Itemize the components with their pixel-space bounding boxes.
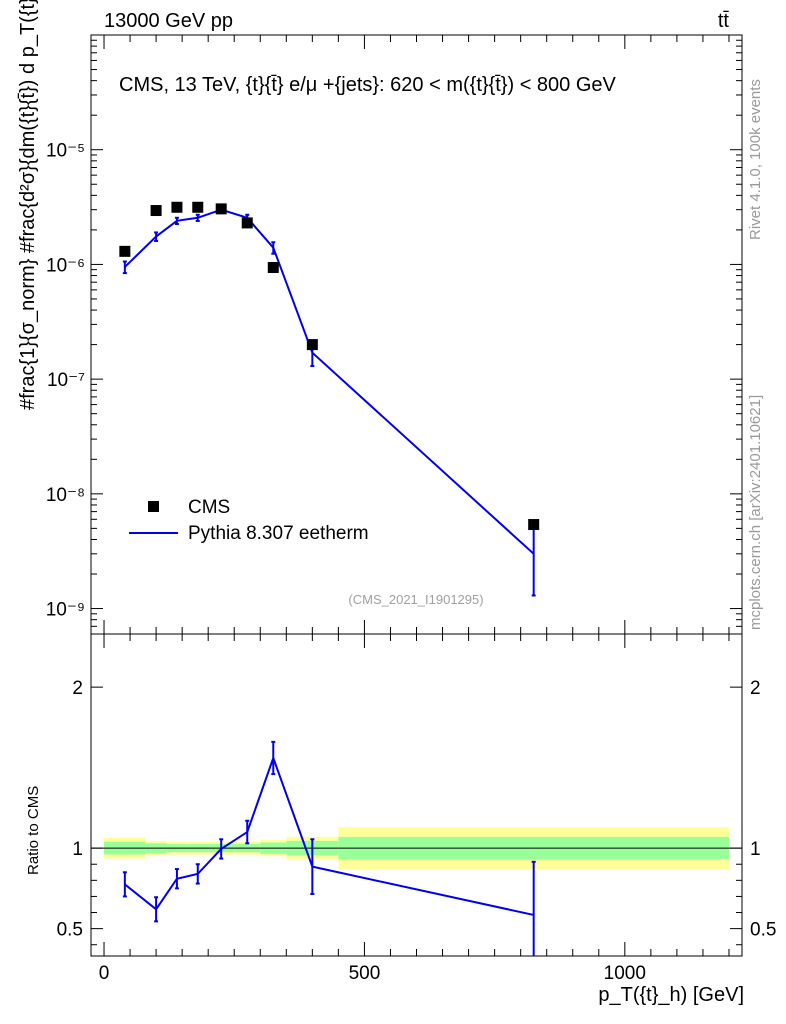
cms-data-point [215,203,227,215]
x-tick-label: 1000 [604,963,646,984]
lower-y-tick-label-right: 2 [750,678,761,699]
upper-y-tick-label: 10⁻⁸ [46,485,85,506]
lower-y-axis-label: Ratio to CMS [25,786,42,875]
lower-y-tick-label: 1 [72,839,83,860]
cms-data-point [306,339,318,351]
lower-y-tick-label: 0.5 [57,920,83,941]
legend-pythia-label: Pythia 8.307 eetherm [188,523,369,544]
cms-data-point [150,205,162,217]
cms-data-point [267,262,279,274]
legend-cms-marker [148,501,159,512]
x-tick-label: 500 [349,963,381,984]
legend-cms-label: CMS [188,497,230,518]
x-axis-label: p_T({t}_h) [GeV] [598,984,744,1006]
lower-panel: 0.5 0.5 1 1 2 2 0 500 1000 [57,633,776,984]
upper-y-tick-label: 10⁻⁷ [47,370,85,391]
x-tick-label: 0 [99,963,110,984]
process-label: tt̄ [718,10,730,32]
cms-data-point [528,519,540,531]
lower-y-tick-label: 2 [72,678,83,699]
rivet-version-label: Rivet 4.1.0, 100k events [747,79,764,240]
plot-title: CMS, 13 TeV, {t}{t̄} e/μ +{jets}: 620 < … [119,74,617,96]
upper-y-tick-label: 10⁻⁶ [46,255,85,276]
lower-y-tick-label-right: 1 [750,839,761,860]
upper-y-tick-label: 10⁻⁹ [46,600,85,621]
cms-data-point [171,201,183,213]
lower-frame [90,633,743,957]
lower-y-tick-label-right: 0.5 [750,920,776,941]
cms-data-point [241,217,253,229]
upper-y-axis-label: #frac{1}{σ_norm} #frac{d²σ}{dm({t}{t̄}) … [17,0,39,410]
pythia-line [124,208,535,555]
upper-panel: 10⁻⁹ 10⁻⁸ 10⁻⁷ 10⁻⁶ 10⁻⁵ CMS Pythia 8.307 eeth… [46,34,743,635]
beam-label: 13000 GeV pp [104,10,233,32]
cms-data-point [192,201,204,213]
upper-y-tick-label: 10⁻⁵ [46,141,85,162]
cms-data-point [119,245,131,257]
upper-frame [90,34,743,635]
mcplots-credit-label: mcplots.cern.ch [arXiv:2401.10621] [747,395,764,630]
analysis-id-label: (CMS_2021_I1901295) [348,592,483,607]
